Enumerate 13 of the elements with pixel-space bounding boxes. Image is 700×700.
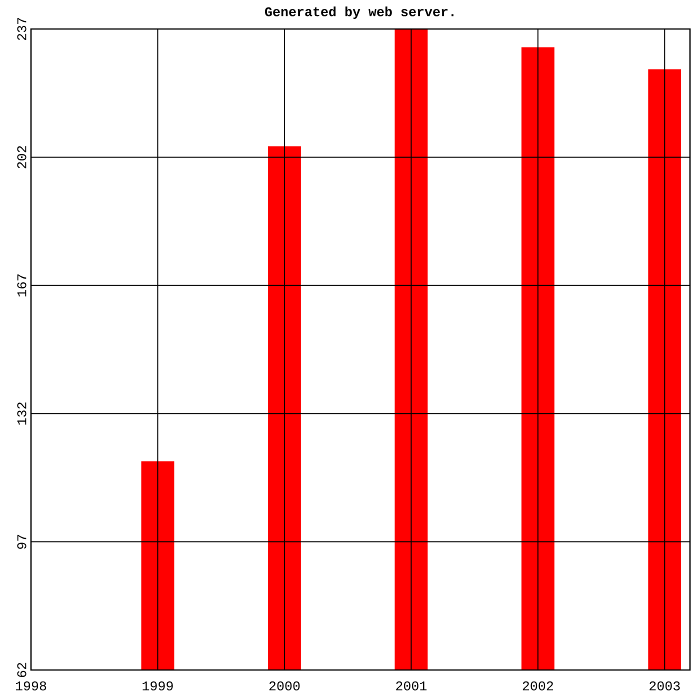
x-tick-label: 2001 <box>396 681 427 690</box>
chart-title: Generated by web server. <box>265 6 454 19</box>
x-tick-label: 1999 <box>142 681 173 690</box>
y-tick-label: 62 <box>17 662 26 678</box>
x-tick-label: 2002 <box>522 681 553 690</box>
x-tick-label: 2000 <box>269 681 300 690</box>
x-tick-label: 2003 <box>650 681 680 690</box>
y-tick-label: 237 <box>17 18 26 40</box>
y-tick-label: 202 <box>17 146 26 168</box>
y-tick-label: 167 <box>17 274 26 296</box>
y-tick-label: 97 <box>17 534 26 549</box>
y-tick-label: 132 <box>17 402 26 425</box>
x-tick-label: 1998 <box>16 681 46 690</box>
